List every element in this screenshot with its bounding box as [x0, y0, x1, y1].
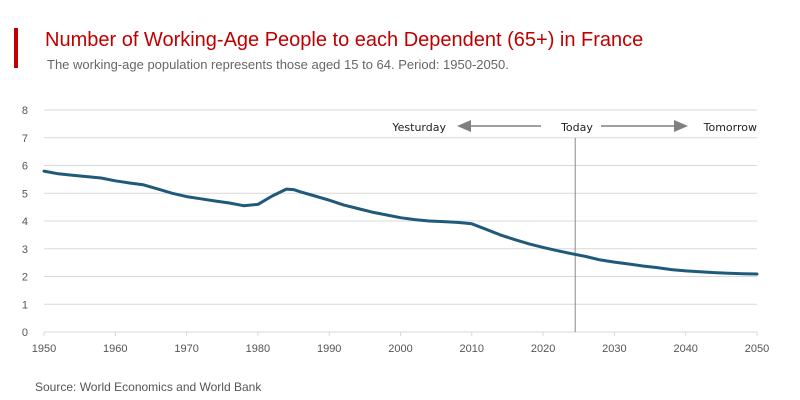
- x-tick-label: 1960: [103, 343, 127, 355]
- chart-subtitle: The working-age population represents th…: [47, 57, 509, 72]
- x-tick-label: 2030: [602, 343, 626, 355]
- axis-labels: 0 1 2 3 4 5 6 7 8 1950 1960 1970 1980 1990 2000 2010 202…: [22, 105, 769, 355]
- y-tick-label: 2: [22, 272, 28, 284]
- today-label: Today: [560, 121, 593, 134]
- series-line: [42, 169, 759, 276]
- x-tick-label: 2010: [460, 343, 484, 355]
- y-tick-label: 5: [22, 188, 28, 200]
- x-tick-label: 1980: [246, 343, 270, 355]
- tomorrow-label: Tomorrow: [703, 121, 757, 134]
- x-tick-label: 2020: [531, 343, 555, 355]
- y-tick-label: 8: [22, 105, 28, 117]
- yesterday-label: Yesturday: [391, 121, 446, 134]
- title-accent-bar: [14, 28, 18, 68]
- x-tick-label: 2040: [673, 343, 697, 355]
- annotations: Yesturday Today Tomorrow: [391, 120, 757, 332]
- y-tick-label: 7: [22, 133, 28, 145]
- y-tick-label: 1: [22, 299, 28, 311]
- source-note: Source: World Economics and World Bank: [35, 380, 262, 394]
- chart-title: Number of Working-Age People to each Dep…: [45, 29, 644, 51]
- right-arrow-head: [674, 120, 688, 132]
- x-tick-label: 1970: [174, 343, 198, 355]
- y-tick-label: 0: [22, 327, 28, 339]
- x-tick-label: 1990: [317, 343, 341, 355]
- y-tick-label: 4: [22, 216, 28, 228]
- x-tick-label: 2000: [388, 343, 412, 355]
- x-tick-label: 2050: [745, 343, 769, 355]
- x-tick-label: 1950: [32, 343, 56, 355]
- y-tick-label: 3: [22, 244, 28, 256]
- left-arrow-head: [457, 120, 471, 132]
- series-layer: [42, 169, 759, 276]
- y-tick-label: 6: [22, 161, 28, 173]
- grid-lines: [43, 109, 758, 336]
